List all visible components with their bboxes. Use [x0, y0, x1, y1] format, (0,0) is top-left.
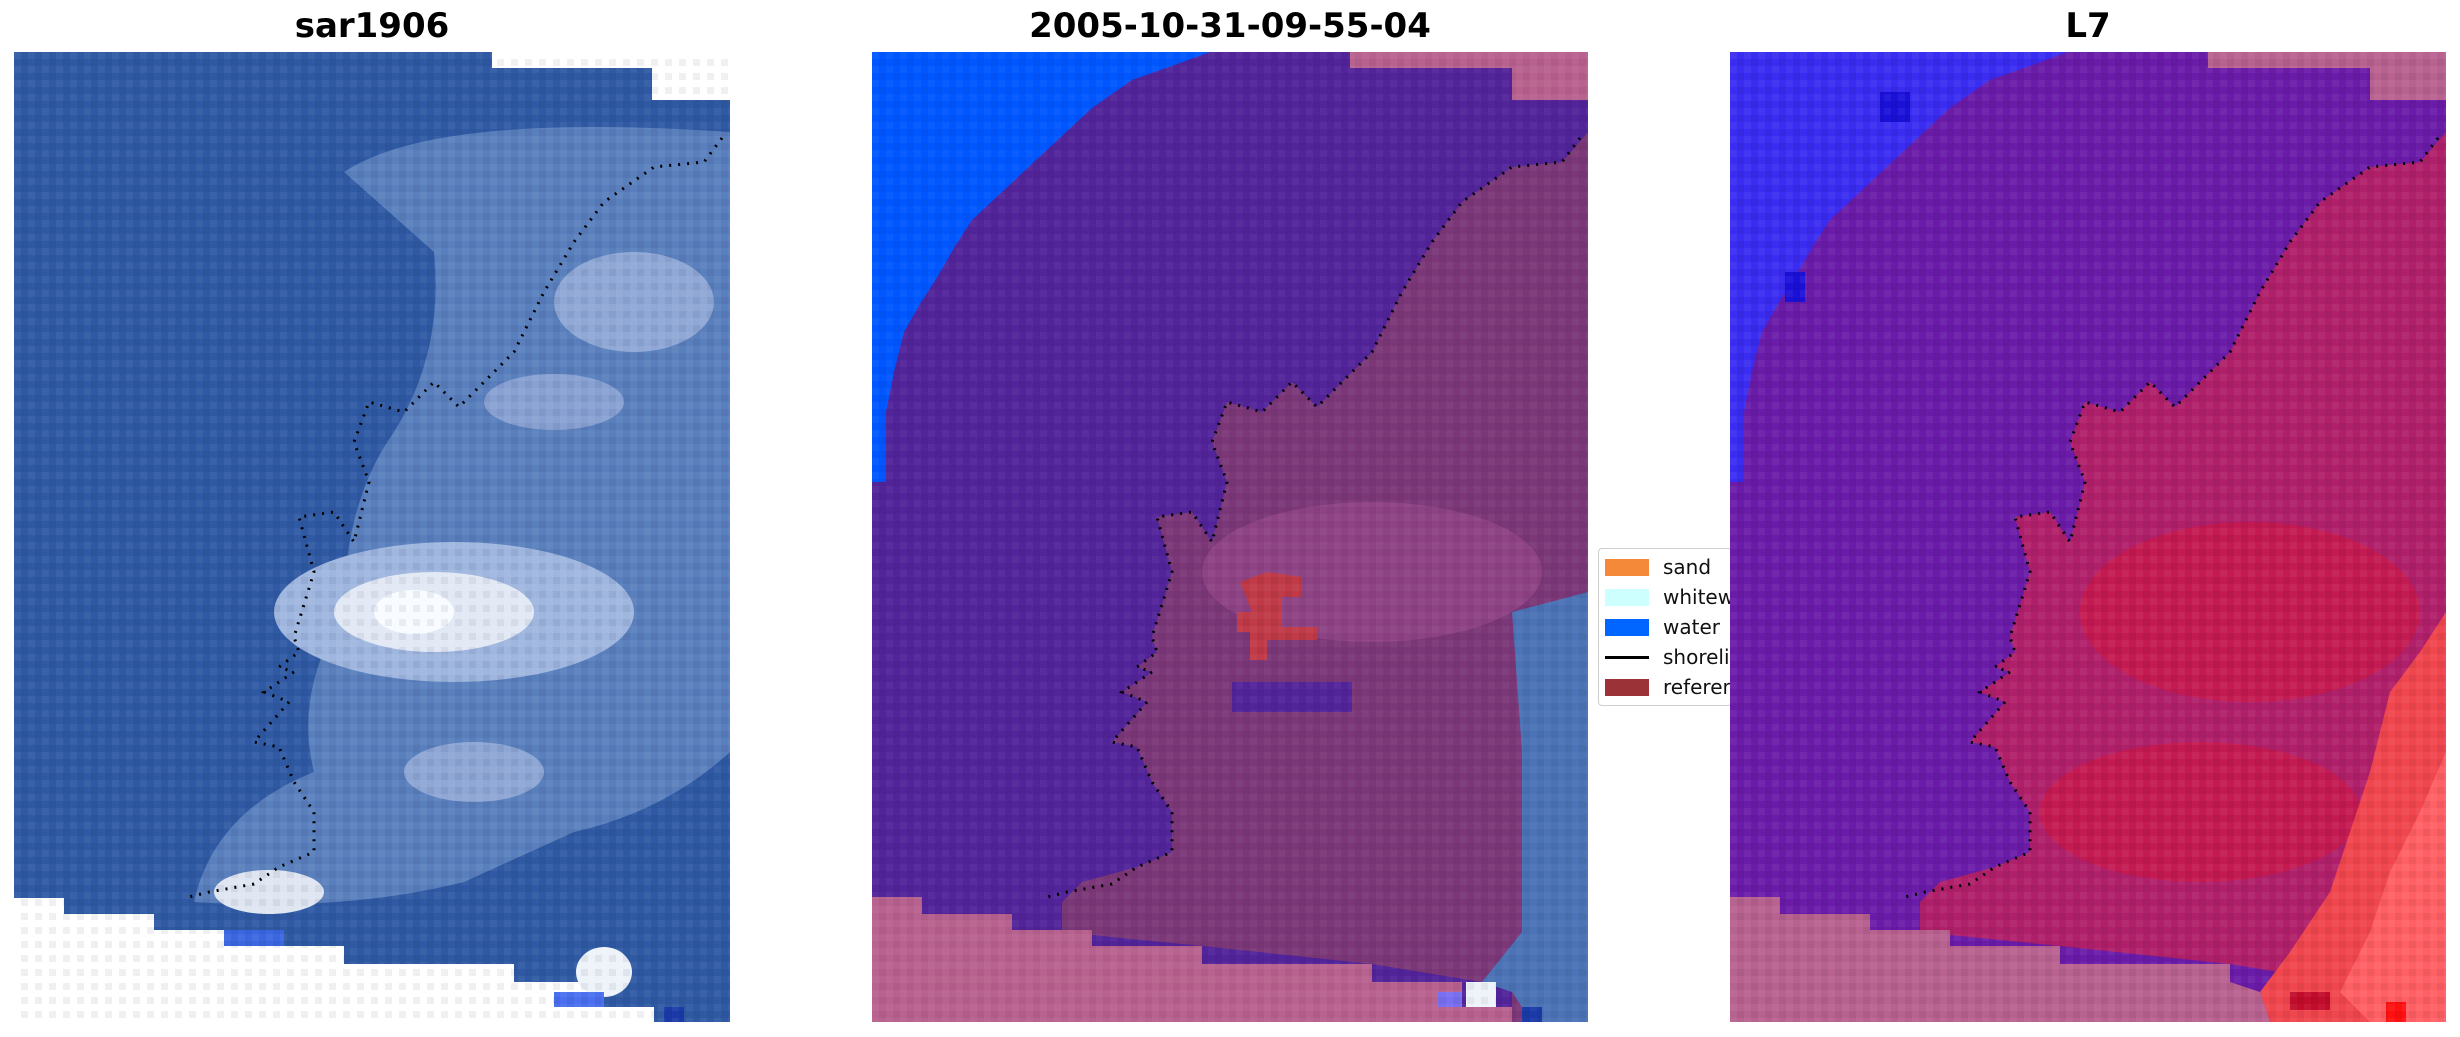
shoreline-line: [1904, 137, 2440, 899]
panel-title-l7: L7: [2065, 6, 2111, 46]
satellite-image-rgb: [14, 52, 730, 1022]
legend-label-sand: sand: [1663, 555, 1712, 579]
legend-swatch-whitewater: [1605, 588, 1649, 606]
legend-swatch-shoreline: [1605, 649, 1649, 666]
legend-item-reference: reference: [1605, 675, 1731, 699]
panel-title-sar1906: sar1906: [294, 6, 450, 46]
legend-label-water: water: [1663, 615, 1720, 639]
legend-item-water: water: [1605, 615, 1720, 639]
legend-swatch-reference: [1605, 678, 1649, 696]
legend-item-shoreline: shoreline: [1605, 645, 1731, 669]
classified-image: [872, 52, 1588, 1022]
panel-title-date: 2005-10-31-09-55-04: [1029, 6, 1431, 46]
legend-label-shoreline: shoreline: [1663, 645, 1731, 669]
probability-image: [1730, 52, 2446, 1022]
legend-item-sand: sand: [1605, 555, 1711, 579]
shoreline-line: [188, 137, 724, 899]
legend-swatch-water: [1605, 618, 1649, 636]
legend-label-reference: reference: [1663, 675, 1731, 699]
shoreline-line: [1046, 137, 1582, 899]
legend-swatch-sand: [1605, 558, 1649, 576]
